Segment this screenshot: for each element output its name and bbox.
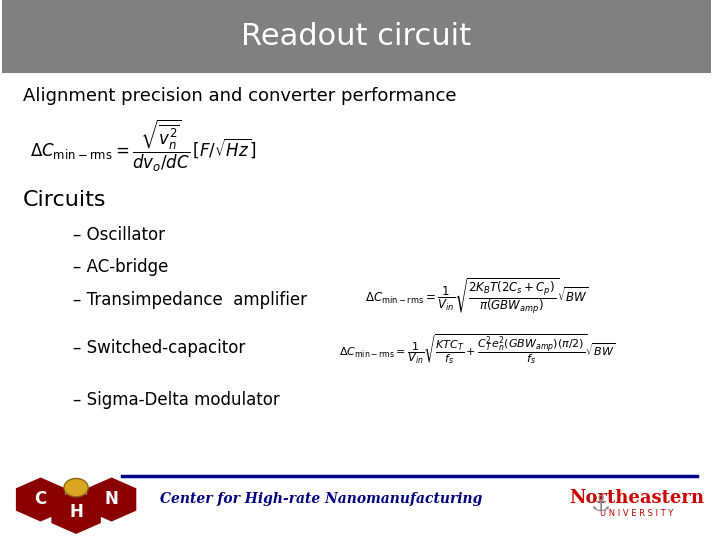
Text: – Sigma-Delta modulator: – Sigma-Delta modulator xyxy=(73,390,279,409)
Bar xyxy=(1,0,711,73)
Polygon shape xyxy=(17,479,64,520)
Text: U N I V E R S I T Y: U N I V E R S I T Y xyxy=(600,509,673,517)
Text: – Switched-capacitor: – Switched-capacitor xyxy=(73,339,245,357)
Text: – AC-bridge: – AC-bridge xyxy=(73,258,168,276)
Text: Readout circuit: Readout circuit xyxy=(241,22,472,51)
Text: – Transimpedance  amplifier: – Transimpedance amplifier xyxy=(73,291,307,309)
Polygon shape xyxy=(89,479,135,520)
Text: Center for High-rate Nanomanufacturing: Center for High-rate Nanomanufacturing xyxy=(160,492,482,507)
Text: $\Delta C_{\mathrm{min-rms}} = \dfrac{1}{V_{in}}\sqrt{\dfrac{KTC_T}{f_s} + \dfra: $\Delta C_{\mathrm{min-rms}} = \dfrac{1}… xyxy=(338,333,615,367)
Text: Circuits: Circuits xyxy=(23,190,107,210)
Polygon shape xyxy=(53,491,99,532)
Text: N: N xyxy=(104,490,119,509)
Text: ⚓: ⚓ xyxy=(591,495,611,515)
Text: Northeastern: Northeastern xyxy=(569,489,704,507)
Text: $\Delta C_{\mathrm{min-rms}} = \dfrac{1}{V_{in}}\sqrt{\dfrac{2K_BT(2C_s+C_p)}{\p: $\Delta C_{\mathrm{min-rms}} = \dfrac{1}… xyxy=(365,276,589,316)
Circle shape xyxy=(64,478,88,497)
Text: – Oscillator: – Oscillator xyxy=(73,226,165,244)
Text: C: C xyxy=(35,490,47,509)
Text: $\Delta C_{\mathrm{min-rms}} = \dfrac{\sqrt{\overline{v_n^2}}}{dv_o/dC}\,[F/\sqr: $\Delta C_{\mathrm{min-rms}} = \dfrac{\s… xyxy=(30,118,256,174)
Text: H: H xyxy=(69,503,83,521)
Text: Alignment precision and converter performance: Alignment precision and converter perfor… xyxy=(23,87,456,105)
